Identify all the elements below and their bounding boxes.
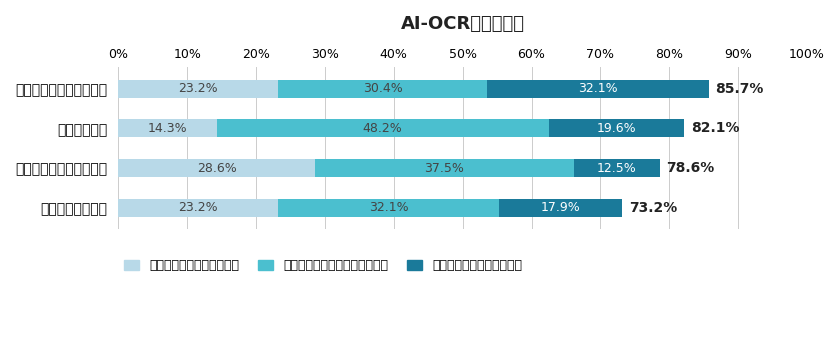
Text: 23.2%: 23.2% [178,82,218,95]
Text: 23.2%: 23.2% [178,201,218,214]
Bar [217,120,549,137]
Legend: ２割未満の効果が得られた, ２割から５割の効果が得られた, ５割以上の効果が得られた: ２割未満の効果が得られた, ２割から５割の効果が得られた, ５割以上の効果が得ら… [124,259,522,272]
Text: 12.5%: 12.5% [596,162,637,174]
Text: 48.2%: 48.2% [363,122,402,135]
Bar [118,80,278,98]
Bar [278,199,499,216]
Text: 32.1%: 32.1% [369,201,408,214]
Bar [278,80,487,98]
Text: 14.3%: 14.3% [148,122,187,135]
Bar [487,80,709,98]
Text: 78.6%: 78.6% [667,161,715,175]
Text: 37.5%: 37.5% [424,162,465,174]
Bar [118,159,315,177]
Bar [549,120,684,137]
Text: 17.9%: 17.9% [541,201,580,214]
Bar [574,159,659,177]
Bar [499,199,622,216]
Bar [118,199,278,216]
Text: 30.4%: 30.4% [363,82,402,95]
Text: 28.6%: 28.6% [197,162,237,174]
Text: 19.6%: 19.6% [596,122,636,135]
Text: 73.2%: 73.2% [629,201,678,215]
Text: 32.1%: 32.1% [578,82,617,95]
Title: AI-OCR導入の効果: AI-OCR導入の効果 [401,15,525,33]
Bar [315,159,574,177]
Text: 82.1%: 82.1% [690,121,739,135]
Bar [118,120,217,137]
Text: 85.7%: 85.7% [716,82,764,96]
